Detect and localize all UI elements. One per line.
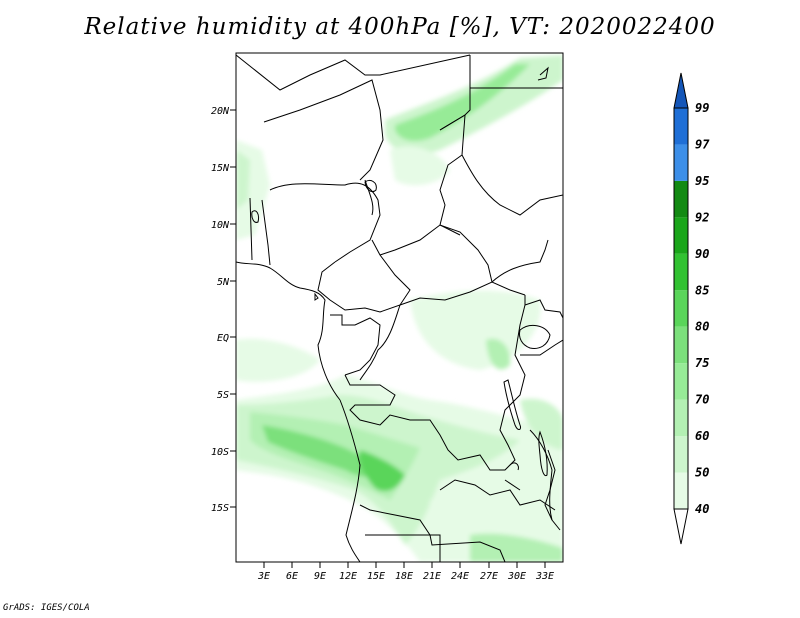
border-south-sudan — [491, 239, 549, 283]
colorbar-segment — [674, 253, 688, 291]
lake-victoria — [519, 324, 551, 349]
border-benin-togo — [249, 197, 271, 266]
colorbar-segment — [674, 290, 688, 327]
lon-tick-label: 24E — [451, 571, 469, 582]
colorbar-segment — [674, 472, 688, 509]
border-niger-west — [263, 79, 384, 181]
colorbar-label: 85 — [695, 283, 709, 297]
lake-kariba — [504, 462, 521, 491]
border-zambia — [439, 479, 556, 511]
lake-volta — [251, 210, 259, 223]
lat-tick-label: 20N — [211, 106, 230, 117]
colorbar-label: 92 — [695, 210, 709, 224]
colorbar-label: 95 — [695, 174, 709, 188]
border-malawi — [529, 429, 553, 521]
lon-tick-label: 3E — [257, 571, 270, 582]
lon-tick-label: 33E — [535, 571, 554, 582]
lon-tick-label: 27E — [480, 571, 498, 582]
border-namibia — [365, 534, 506, 562]
colorbar-label: 90 — [695, 247, 709, 261]
lat-tick-label: 10S — [211, 447, 229, 458]
lat-axis — [230, 109, 236, 508]
colorbar-label: 40 — [695, 502, 709, 516]
lon-tick-label: 18E — [395, 571, 413, 582]
border-chad-west — [364, 179, 374, 216]
border-sudan-east — [461, 154, 563, 216]
lon-tick-label: 21E — [423, 571, 441, 582]
colorbar-label: 80 — [695, 320, 709, 334]
border-chad-sudan — [439, 114, 466, 236]
border-car — [379, 224, 493, 283]
border-drc-angola — [344, 295, 526, 471]
colorbar-segment — [674, 217, 688, 254]
lon-tick-label: 6E — [286, 571, 298, 582]
humidity-strip-west-coast-2 — [236, 150, 250, 210]
lat-tick-label: 5S — [217, 390, 229, 401]
border-cameroon — [317, 239, 411, 313]
border-angola-south — [359, 504, 441, 562]
lon-tick-label: 12E — [339, 571, 357, 582]
colorbar-upper-tip — [673, 72, 689, 109]
map-frame — [235, 52, 564, 563]
colorbar-segment — [674, 399, 688, 437]
humidity-patch-sahel — [390, 146, 450, 186]
colorbar-label: 75 — [695, 356, 709, 370]
humidity-patch-lake-victoria — [486, 338, 511, 370]
colorbar-outline — [673, 107, 689, 510]
grads-credit: GrADS: IGES/COLA — [3, 603, 90, 613]
lat-tick-label: 15S — [211, 503, 229, 514]
humidity-patch-southeast-mid — [470, 533, 563, 562]
humidity-patch-equator-west — [236, 338, 320, 382]
colorbar-lower-tip — [673, 508, 689, 545]
colorbar: 40 50 60 70 75 80 85 90 92 95 97 99 — [673, 72, 710, 545]
lon-tick-label: 30E — [507, 571, 526, 582]
colorbar-label: 70 — [695, 393, 709, 407]
humidity-band-northeast-core — [395, 64, 530, 141]
lon-axis — [263, 562, 546, 568]
border-car-drc — [399, 281, 526, 306]
lon-tick-label: 9E — [314, 571, 326, 582]
colorbar-segment — [674, 363, 688, 400]
colorbar-label: 60 — [695, 429, 709, 443]
border-nigeria — [269, 182, 381, 263]
humidity-mass-south-core — [262, 425, 385, 477]
border-east-africa — [520, 299, 563, 356]
lat-tick-label: 5N — [217, 277, 230, 288]
border-sahara-north — [236, 54, 471, 91]
border-tanzania-mozambique — [544, 449, 561, 531]
colorbar-label: 99 — [695, 101, 709, 115]
map-title: Relative humidity at 400hPa [%], VT: 202… — [84, 14, 716, 40]
humidity-patch-tanzania — [520, 398, 563, 450]
humidity-shading — [236, 55, 563, 562]
sudan-nile-region — [537, 66, 549, 81]
lake-malawi — [538, 430, 548, 477]
humidity-mass-south-core-2 — [359, 450, 405, 492]
colorbar-segment — [674, 326, 688, 364]
colorbar-segment — [674, 436, 688, 473]
colorbar-label: 50 — [695, 466, 709, 480]
lake-tanganyika — [503, 379, 521, 430]
lake-chad — [364, 179, 377, 193]
colorbar-label: 97 — [695, 137, 710, 151]
lat-tick-label: 10N — [211, 220, 230, 231]
coastline-west-africa — [236, 261, 341, 401]
lat-tick-label: 15N — [211, 163, 230, 174]
island-bioko — [314, 292, 319, 301]
colorbar-segment — [674, 180, 688, 218]
lat-tick-label: EQ — [217, 333, 229, 344]
lon-labels: 3E 6E 9E 12E 15E 18E 21E 24E 27E 30E 33E — [257, 571, 554, 582]
border-congo-gabon — [330, 314, 381, 376]
coastline-southwest — [339, 399, 361, 562]
lon-tick-label: 15E — [367, 571, 385, 582]
colorbar-segment — [674, 144, 688, 181]
colorbar-segment — [674, 108, 688, 145]
country-borders — [236, 54, 563, 562]
border-congo-drc — [359, 304, 401, 381]
lat-labels: 20N 15N 10N 5N EQ 5S 10S 15S — [211, 106, 230, 514]
